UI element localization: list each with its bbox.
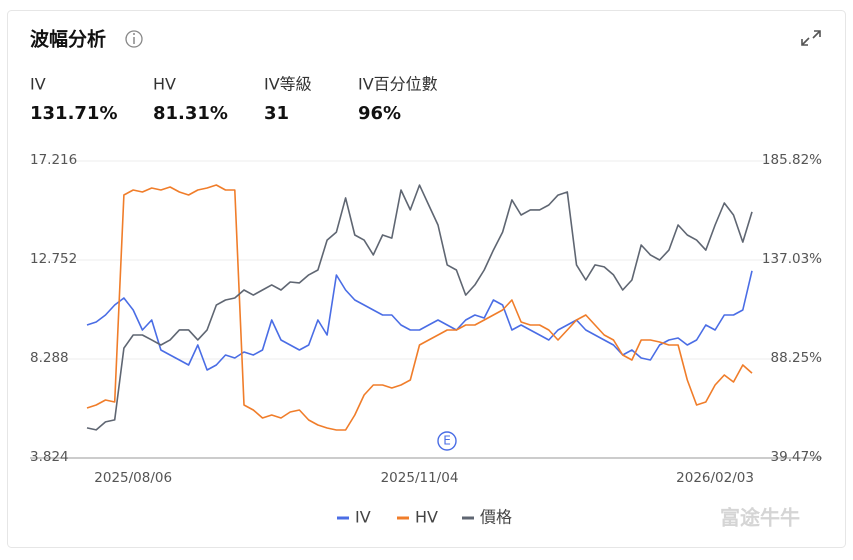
stat-label: IV等級	[264, 75, 312, 94]
x-tick-label: 2025/08/06	[94, 470, 172, 486]
y-tick-label: 3.824	[30, 449, 69, 465]
y-tick-label: 8.288	[30, 350, 69, 366]
stat-label: IV	[30, 75, 46, 94]
stat-value: 81.31%	[153, 103, 228, 124]
stat-value: 96%	[358, 103, 401, 124]
x-tick-label: 2026/02/03	[676, 470, 754, 486]
y2-tick-label: 137.03%	[762, 251, 822, 267]
info-icon[interactable]	[125, 30, 143, 48]
stat-label: HV	[153, 75, 176, 94]
legend-label: HV	[415, 508, 438, 527]
stat-label: IV百分位數	[358, 75, 438, 94]
y2-tick-label: 185.82%	[762, 152, 822, 168]
legend-label: IV	[355, 508, 371, 527]
y-tick-label: 12.752	[30, 251, 77, 267]
stat-value: 31	[264, 103, 289, 124]
series-line	[86, 184, 753, 431]
expand-icon[interactable]	[801, 30, 821, 46]
series-line	[86, 184, 753, 431]
event-marker[interactable]	[437, 431, 457, 451]
event-marker-label: E	[443, 434, 451, 448]
y2-tick-label: 88.25%	[771, 350, 823, 366]
card-border	[7, 10, 846, 548]
y-tick-label: 17.216	[30, 152, 77, 168]
watermark: 富途牛牛	[720, 506, 800, 530]
x-tick-label: 2025/11/04	[381, 470, 459, 486]
y2-tick-label: 39.47%	[771, 449, 823, 465]
series-line	[86, 270, 753, 371]
legend-label: 價格	[480, 508, 512, 527]
stat-value: 131.71%	[30, 103, 118, 124]
title: 波幅分析	[30, 28, 106, 51]
